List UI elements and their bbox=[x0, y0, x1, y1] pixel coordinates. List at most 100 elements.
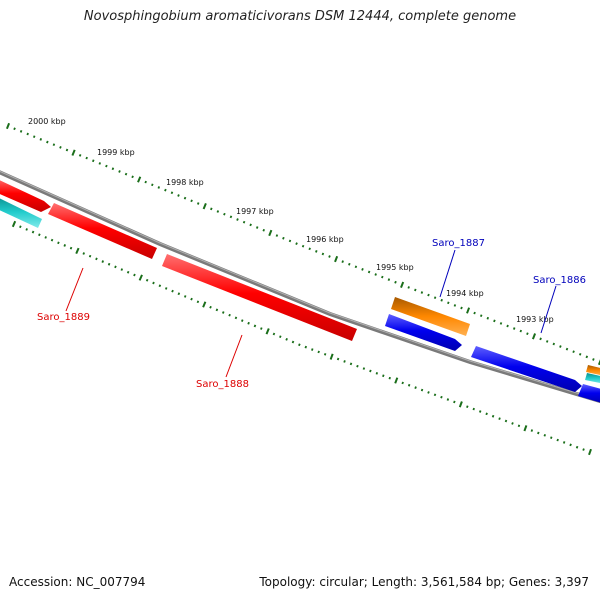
ruler-inner-minor-tick bbox=[279, 335, 282, 339]
gene-feature-saro-1888-a bbox=[48, 203, 157, 259]
cyan-feature-left bbox=[0, 198, 42, 228]
ruler-outer-minor-tick bbox=[559, 345, 562, 348]
ruler-outer-minor-tick bbox=[85, 156, 88, 160]
ruler-inner-minor-tick bbox=[190, 297, 193, 301]
genome-summary-text: Topology: circular; Length: 3,561,584 bp… bbox=[259, 575, 589, 589]
ruler-inner-minor-tick bbox=[453, 400, 456, 404]
gene-feature-saro-1889 bbox=[0, 180, 51, 212]
ruler-inner-minor-tick bbox=[164, 287, 168, 290]
ruler-outer-minor-tick bbox=[486, 316, 490, 320]
ruler-outer-minor-tick bbox=[394, 280, 397, 284]
ruler-inner-minor-tick bbox=[582, 448, 585, 451]
ruler-outer-minor-tick bbox=[526, 332, 529, 336]
ruler-inner-minor-tick bbox=[234, 316, 238, 320]
ruler-outer-minor-tick bbox=[151, 183, 154, 187]
ruler-ticks-outer bbox=[5, 122, 600, 366]
ruler-outer-minor-tick bbox=[565, 347, 569, 351]
ruler-inner-minor-tick bbox=[120, 268, 124, 271]
ruler-outer-minor-tick bbox=[315, 249, 318, 253]
ruler-outer-minor-tick bbox=[223, 212, 226, 216]
ruler-outer-minor-tick bbox=[453, 304, 457, 307]
ruler-outer-major-tick bbox=[71, 149, 76, 156]
ruler-inner-minor-tick bbox=[88, 254, 92, 258]
ruler-inner-minor-tick bbox=[466, 405, 469, 409]
ruler-inner-minor-tick bbox=[63, 244, 67, 247]
ruler-outer-minor-tick bbox=[282, 236, 285, 240]
ruler-inner-minor-tick bbox=[25, 228, 28, 231]
ruler-outer-minor-tick bbox=[111, 167, 115, 171]
ruler-outer-minor-tick bbox=[229, 215, 233, 219]
ruler-outer-major-tick bbox=[400, 281, 405, 288]
ruler-inner-minor-tick bbox=[323, 353, 327, 356]
ruler-outer-minor-tick bbox=[164, 188, 167, 192]
ruler-outer-minor-tick bbox=[308, 247, 311, 251]
ruler-inner-minor-tick bbox=[478, 410, 482, 413]
ruler-outer-minor-tick bbox=[361, 267, 364, 271]
ruler-outer-minor-tick bbox=[374, 273, 377, 276]
ruler-outer-minor-tick bbox=[433, 296, 437, 300]
ruler-outer-minor-tick bbox=[124, 172, 128, 176]
ruler-outer-minor-tick bbox=[414, 288, 417, 292]
ruler-outer-minor-tick bbox=[578, 352, 582, 356]
ruler-outer-minor-tick bbox=[420, 291, 424, 294]
ruler-outer-minor-tick bbox=[407, 286, 410, 289]
ruler-outer-minor-tick bbox=[506, 324, 509, 328]
ruler-outer-minor-tick bbox=[118, 170, 121, 173]
genome-backbone-highlight bbox=[0, 170, 600, 401]
ruler-inner-minor-tick bbox=[145, 278, 149, 282]
ruler-inner-minor-tick bbox=[491, 414, 495, 418]
ruler-outer-minor-tick bbox=[170, 191, 174, 195]
ruler-outer-minor-tick bbox=[255, 226, 259, 229]
tick-label-2000: 2000 kbp bbox=[28, 117, 66, 126]
ruler-inner-minor-tick bbox=[498, 417, 501, 420]
ruler-outer-minor-tick bbox=[499, 322, 503, 325]
ruler-outer-minor-tick bbox=[32, 135, 36, 139]
ruler-outer-minor-tick bbox=[196, 202, 200, 205]
ruler-inner-minor-tick bbox=[298, 343, 301, 347]
ruler-outer-minor-tick bbox=[262, 228, 266, 232]
ruler-outer-minor-tick bbox=[387, 278, 391, 282]
ruler-inner-minor-tick bbox=[517, 424, 521, 428]
ruler-outer-major-tick bbox=[334, 255, 339, 263]
ruler-inner-minor-tick bbox=[38, 233, 41, 237]
ruler-inner-minor-tick bbox=[317, 350, 320, 354]
ruler-inner-minor-tick bbox=[504, 419, 508, 423]
ruler-inner-minor-tick bbox=[569, 443, 572, 447]
ruler-outer-minor-tick bbox=[242, 220, 246, 224]
ruler-inner-minor-tick bbox=[414, 386, 417, 390]
gene-label-saro-1886: Saro_1886 bbox=[533, 275, 586, 286]
ruler-inner-minor-tick bbox=[272, 332, 276, 336]
ruler-inner-minor-tick bbox=[407, 383, 411, 387]
ruler-outer-minor-tick bbox=[381, 275, 384, 279]
ruler-inner-minor-tick bbox=[215, 308, 219, 312]
ruler-inner-major-tick bbox=[329, 353, 334, 360]
ruler-inner-minor-tick bbox=[562, 441, 566, 444]
ruler-inner-minor-tick bbox=[158, 284, 162, 288]
ruler-outer-minor-tick bbox=[585, 355, 589, 359]
gene-feature-saro-1887 bbox=[385, 314, 462, 351]
ruler-inner-minor-tick bbox=[420, 388, 424, 392]
ruler-inner-major-tick bbox=[138, 274, 143, 281]
ruler-outer-major-tick bbox=[137, 176, 142, 183]
ruler-inner-minor-tick bbox=[44, 236, 47, 239]
ruler-outer-minor-tick bbox=[592, 358, 595, 361]
ruler-inner-minor-tick bbox=[247, 321, 250, 325]
ruler-inner-major-tick bbox=[394, 377, 399, 384]
ruler-outer-minor-tick bbox=[301, 244, 305, 248]
tick-label-1999: 1999 kbp bbox=[97, 148, 135, 157]
ruler-outer-minor-tick bbox=[288, 239, 292, 243]
ruler-inner-minor-tick bbox=[152, 281, 155, 285]
ruler-inner-minor-tick bbox=[375, 372, 379, 375]
ruler-inner-major-tick bbox=[588, 448, 592, 456]
ruler-inner-minor-tick bbox=[260, 327, 263, 330]
ruler-outer-major-tick bbox=[202, 203, 207, 210]
ruler-inner-minor-tick bbox=[427, 391, 430, 394]
ruler-outer-minor-tick bbox=[98, 162, 102, 165]
accession-text: Accession: NC_007794 bbox=[9, 575, 146, 589]
ruler-outer-minor-tick bbox=[144, 180, 147, 184]
ruler-inner-minor-tick bbox=[304, 345, 308, 349]
ruler-inner-minor-tick bbox=[446, 398, 450, 401]
ruler-inner-minor-tick bbox=[369, 369, 372, 373]
ruler-outer-major-tick bbox=[5, 122, 11, 130]
ruler-outer-major-tick bbox=[268, 229, 273, 237]
